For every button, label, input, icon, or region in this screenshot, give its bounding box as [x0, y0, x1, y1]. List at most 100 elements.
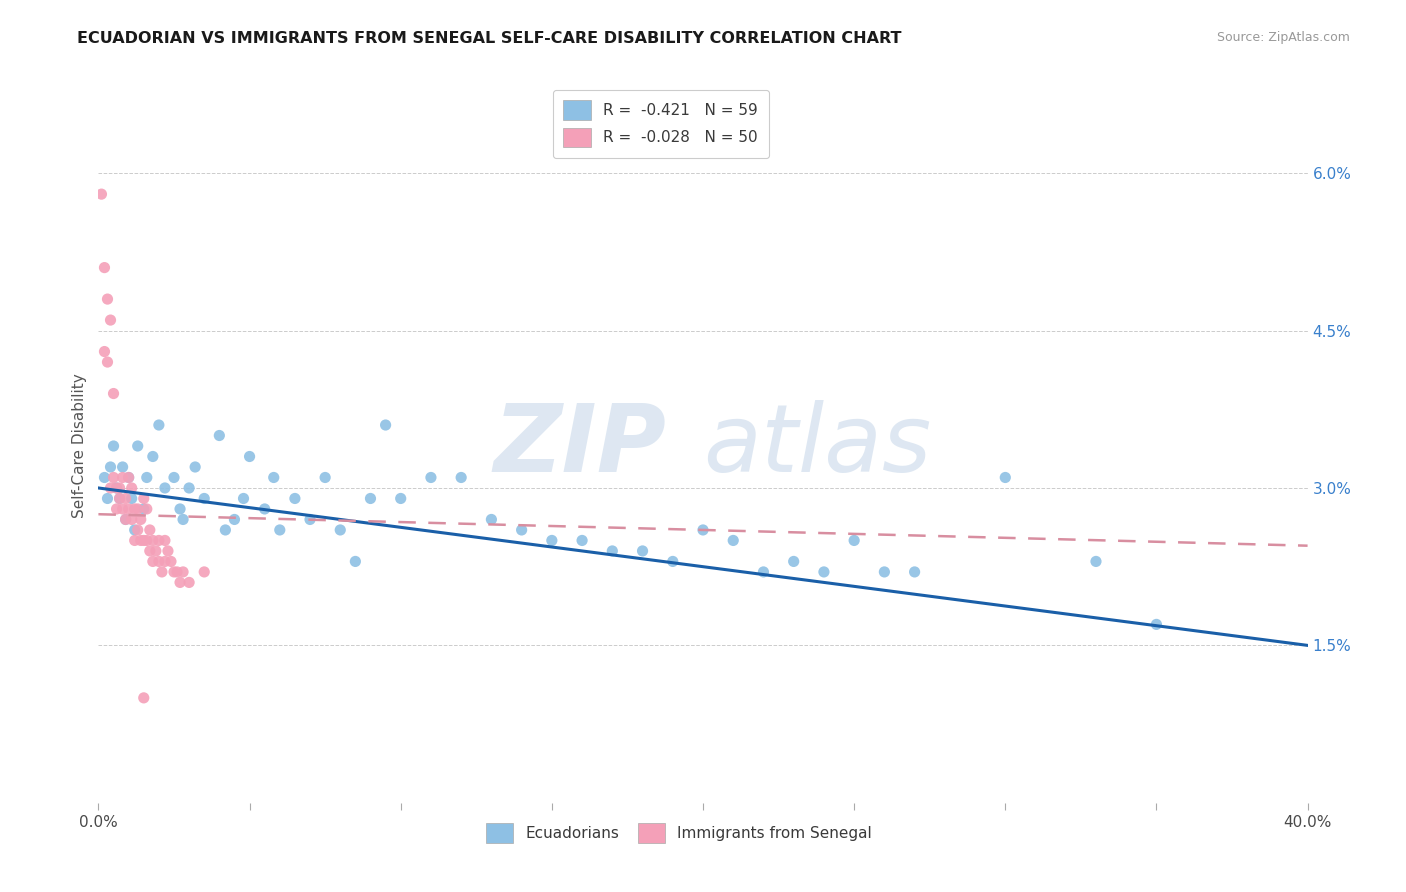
Point — [193, 491, 215, 506]
Point — [752, 565, 775, 579]
Point — [142, 450, 165, 464]
Point — [224, 512, 246, 526]
Point — [169, 575, 191, 590]
Point — [93, 260, 115, 275]
Point — [103, 439, 125, 453]
Point — [132, 690, 155, 705]
Point — [111, 460, 134, 475]
Point — [114, 512, 136, 526]
Point — [103, 386, 125, 401]
Point — [96, 292, 118, 306]
Point — [163, 565, 186, 579]
Point — [127, 439, 149, 453]
Point — [179, 575, 201, 590]
Point — [108, 491, 131, 506]
Point — [360, 491, 382, 506]
Point — [96, 491, 118, 506]
Point — [139, 544, 162, 558]
Point — [344, 554, 367, 568]
Point — [127, 523, 149, 537]
Point — [540, 533, 562, 548]
Point — [148, 554, 170, 568]
Point — [631, 544, 654, 558]
Point — [124, 533, 146, 548]
Point — [139, 523, 162, 537]
Point — [148, 417, 170, 432]
Text: ECUADORIAN VS IMMIGRANTS FROM SENEGAL SELF-CARE DISABILITY CORRELATION CHART: ECUADORIAN VS IMMIGRANTS FROM SENEGAL SE… — [77, 31, 901, 46]
Text: atlas: atlas — [703, 401, 931, 491]
Point — [571, 533, 593, 548]
Point — [103, 470, 125, 484]
Legend: Ecuadorians, Immigrants from Senegal: Ecuadorians, Immigrants from Senegal — [479, 817, 879, 848]
Point — [132, 491, 155, 506]
Point — [135, 502, 157, 516]
Y-axis label: Self-Care Disability: Self-Care Disability — [72, 374, 87, 518]
Point — [692, 523, 714, 537]
Point — [253, 502, 276, 516]
Point — [114, 512, 136, 526]
Point — [284, 491, 307, 506]
Point — [783, 554, 806, 568]
Point — [129, 533, 152, 548]
Point — [100, 313, 122, 327]
Point — [510, 523, 533, 537]
Point — [1085, 554, 1108, 568]
Point — [121, 512, 143, 526]
Point — [904, 565, 927, 579]
Point — [873, 565, 896, 579]
Point — [153, 481, 176, 495]
Point — [121, 491, 143, 506]
Point — [153, 533, 176, 548]
Point — [121, 481, 143, 495]
Point — [100, 460, 122, 475]
Point — [114, 491, 136, 506]
Point — [420, 470, 443, 484]
Point — [111, 502, 134, 516]
Point — [160, 554, 183, 568]
Point — [118, 502, 141, 516]
Point — [105, 481, 128, 495]
Point — [389, 491, 412, 506]
Point — [156, 544, 179, 558]
Point — [111, 470, 134, 484]
Point — [179, 481, 201, 495]
Point — [602, 544, 624, 558]
Text: ZIP: ZIP — [494, 400, 666, 492]
Point — [153, 554, 176, 568]
Point — [93, 470, 115, 484]
Point — [148, 533, 170, 548]
Point — [208, 428, 231, 442]
Point — [269, 523, 291, 537]
Point — [172, 565, 194, 579]
Point — [166, 565, 188, 579]
Point — [100, 481, 122, 495]
Point — [172, 512, 194, 526]
Point — [150, 565, 173, 579]
Point — [108, 481, 131, 495]
Point — [124, 523, 146, 537]
Point — [118, 470, 141, 484]
Point — [105, 481, 128, 495]
Point — [263, 470, 285, 484]
Point — [135, 470, 157, 484]
Point — [135, 533, 157, 548]
Point — [132, 533, 155, 548]
Point — [93, 344, 115, 359]
Point — [232, 491, 254, 506]
Point — [105, 502, 128, 516]
Point — [314, 470, 336, 484]
Point — [481, 512, 503, 526]
Point — [142, 533, 165, 548]
Point — [127, 502, 149, 516]
Text: Source: ZipAtlas.com: Source: ZipAtlas.com — [1216, 31, 1350, 45]
Point — [90, 187, 112, 202]
Point — [723, 533, 745, 548]
Point — [108, 491, 131, 506]
Point — [214, 523, 236, 537]
Point — [142, 554, 165, 568]
Point — [844, 533, 866, 548]
Point — [96, 355, 118, 369]
Point — [329, 523, 352, 537]
Point — [129, 512, 152, 526]
Point — [193, 565, 215, 579]
